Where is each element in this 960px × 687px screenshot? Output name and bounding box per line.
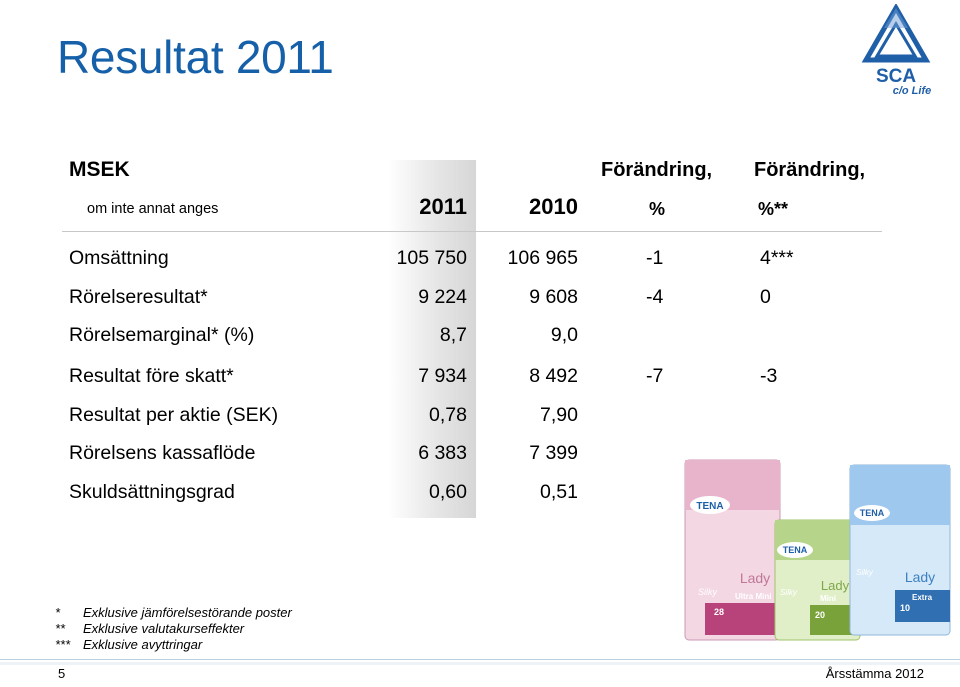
footnote: ** Exklusive valutakurseffekter (55, 621, 244, 636)
pack-count: 10 (900, 603, 910, 613)
row-label: Skuldsättningsgrad (69, 481, 235, 503)
footer-bar (0, 659, 960, 687)
pack-size: Ultra Mini (735, 592, 771, 601)
value-2011: 7 934 (418, 365, 467, 387)
row-label: Rörelseresultat* (69, 286, 208, 308)
sca-logo: SCA c/o Life (861, 4, 932, 96)
value-2010: 0,51 (540, 481, 578, 503)
product-pack-pink: TENA Lady Silky 28 Ultra Mini (684, 459, 781, 641)
year-2011-header: 2011 (419, 194, 467, 219)
pack-size: Extra (912, 593, 933, 602)
change-pct: -1 (646, 247, 664, 269)
footnote: *** Exklusive avyttringar (55, 637, 202, 652)
pack-variant: Silky (856, 568, 874, 577)
slide-title: Resultat 2011 (57, 31, 334, 83)
footnote-text: Exklusive avyttringar (83, 637, 203, 652)
table-row: Rörelsens kassaflöde 6 383 7 399 (0, 442, 960, 472)
value-2010: 106 965 (507, 247, 579, 269)
header-divider (62, 231, 882, 232)
value-2011: 8,7 (439, 324, 467, 346)
row-label: Resultat före skatt* (69, 365, 234, 387)
change-header-2: Förändring, (754, 159, 866, 181)
change-header-2-unit: %** (758, 199, 789, 219)
pack-size: Mini (820, 594, 836, 603)
table-row: Resultat före skatt* 7 934 8 492 -7 -3 (0, 365, 960, 395)
pack-brand: TENA (783, 545, 808, 555)
change-pct-adjusted: 0 (760, 286, 771, 308)
change-pct-adjusted: -3 (760, 365, 778, 387)
value-2011: 105 750 (396, 247, 468, 269)
table-row: Skuldsättningsgrad 0,60 0,51 (0, 481, 960, 511)
footnote-mark: *** (55, 637, 71, 652)
footnote-text: Exklusive valutakurseffekter (83, 621, 245, 636)
change-pct: -7 (646, 365, 664, 387)
pack-line: Lady (821, 578, 850, 593)
pack-brand: TENA (696, 501, 723, 512)
row-label: Rörelsemarginal* (%) (69, 324, 255, 346)
value-2011: 0,78 (429, 404, 467, 426)
table-row: Rörelseresultat* 9 224 9 608 -4 0 (0, 286, 960, 316)
pack-count: 20 (815, 610, 825, 620)
product-pack-blue: TENA Lady Silky 10 Extra (849, 464, 951, 636)
year-2010-header: 2010 (529, 194, 578, 219)
row-label: Rörelsens kassaflöde (69, 442, 256, 464)
value-2010: 7,90 (540, 404, 578, 426)
row-label: Omsättning (69, 247, 169, 269)
value-2010: 8 492 (529, 365, 578, 387)
unit-label: MSEK (69, 158, 130, 181)
pack-line: Lady (905, 569, 935, 585)
value-2011: 6 383 (418, 442, 467, 464)
table-row: Rörelsemarginal* (%) 8,7 9,0 (0, 324, 960, 354)
table-row: Resultat per aktie (SEK) 0,78 7,90 (0, 404, 960, 434)
footnote-text: Exklusive jämförelsestörande poster (83, 605, 292, 620)
value-2010: 7 399 (529, 442, 578, 464)
footnote-mark: ** (55, 621, 66, 636)
unit-note: om inte annat anges (87, 201, 219, 217)
page-number: 5 (58, 666, 66, 681)
footnote-mark: * (55, 605, 61, 620)
value-2011: 9 224 (418, 286, 467, 308)
table-row: Omsättning 105 750 106 965 -1 4*** (0, 247, 960, 277)
change-header-1: Förändring, (601, 159, 713, 181)
value-2011: 0,60 (429, 481, 467, 503)
tena-products-image: TENA Lady Silky 28 Ultra Mini TENA Lady … (684, 459, 951, 641)
highlight-column-2011 (388, 160, 476, 518)
logo-tagline: c/o Life (893, 85, 932, 96)
pack-variant: Silky (698, 587, 718, 597)
change-pct: -4 (646, 286, 664, 308)
change-pct-adjusted: 4*** (760, 247, 794, 269)
value-2010: 9 608 (529, 286, 578, 308)
change-header-1-unit: % (649, 199, 666, 219)
pack-line: Lady (740, 570, 770, 586)
event-name: Årsstämma 2012 (825, 666, 924, 681)
logo-text: SCA (876, 66, 916, 87)
value-2010: 9,0 (550, 324, 578, 346)
product-pack-green: TENA Lady Silky 20 Mini (774, 519, 861, 641)
footnote: * Exklusive jämförelsestörande poster (55, 605, 292, 620)
pack-brand: TENA (860, 508, 885, 518)
row-label: Resultat per aktie (SEK) (69, 404, 279, 426)
pack-count: 28 (714, 607, 724, 617)
pack-variant: Silky (780, 588, 798, 597)
